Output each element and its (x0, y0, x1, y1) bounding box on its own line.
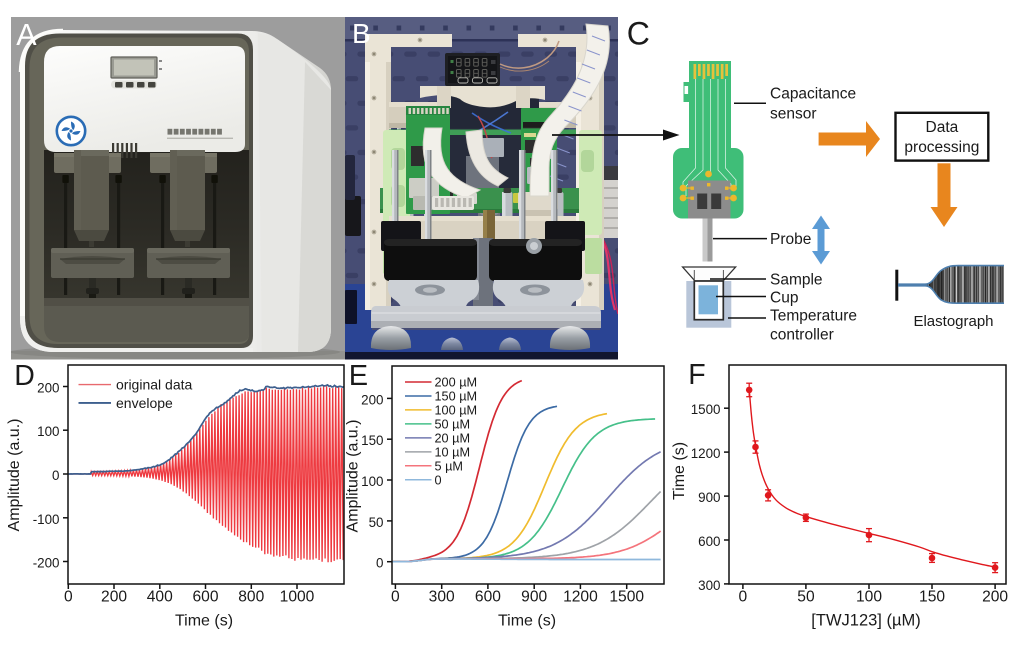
svg-text:400: 400 (147, 589, 173, 606)
svg-text:300: 300 (698, 578, 720, 593)
svg-text:600: 600 (698, 534, 720, 549)
svg-text:50: 50 (797, 589, 815, 606)
svg-text:-200: -200 (33, 556, 60, 571)
svg-text:C: C (627, 16, 650, 52)
svg-text:envelope: envelope (116, 395, 173, 411)
svg-text:1200: 1200 (563, 589, 598, 606)
svg-text:100: 100 (37, 424, 59, 439)
svg-text:F: F (688, 359, 705, 391)
svg-text:200 µM: 200 µM (435, 376, 478, 390)
svg-text:controller: controller (770, 327, 834, 344)
svg-text:1500: 1500 (691, 402, 721, 417)
svg-text:-100: -100 (33, 512, 60, 527)
svg-text:0: 0 (376, 556, 383, 571)
svg-text:Time (s): Time (s) (671, 442, 688, 500)
svg-text:20 µM: 20 µM (435, 431, 471, 445)
svg-text:original data: original data (116, 377, 192, 393)
svg-text:Elastograph: Elastograph (913, 313, 993, 330)
svg-text:E: E (349, 360, 368, 392)
svg-text:Sample: Sample (770, 272, 823, 289)
svg-text:150: 150 (919, 589, 945, 606)
svg-text:processing: processing (904, 139, 979, 156)
svg-text:0: 0 (391, 589, 400, 606)
svg-text:600: 600 (193, 589, 219, 606)
svg-text:200: 200 (37, 380, 59, 395)
svg-text:600: 600 (475, 589, 501, 606)
svg-text:Amplitude (a.u.): Amplitude (a.u.) (345, 420, 362, 533)
svg-text:A: A (16, 18, 37, 52)
svg-text:200: 200 (101, 589, 127, 606)
svg-text:300: 300 (429, 589, 455, 606)
svg-text:0: 0 (435, 473, 442, 487)
svg-text:1500: 1500 (609, 589, 644, 606)
svg-text:D: D (14, 360, 35, 392)
svg-text:900: 900 (698, 490, 720, 505)
svg-text:50 µM: 50 µM (435, 417, 471, 431)
svg-text:Data: Data (926, 119, 959, 136)
svg-text:800: 800 (238, 589, 264, 606)
svg-text:100: 100 (856, 589, 882, 606)
svg-text:100: 100 (361, 474, 383, 489)
svg-text:sensor: sensor (770, 106, 817, 123)
svg-text:Probe: Probe (770, 231, 811, 248)
svg-text:Time (s): Time (s) (175, 613, 233, 630)
svg-text:0: 0 (64, 589, 73, 606)
svg-text:200: 200 (982, 589, 1008, 606)
svg-text:Amplitude (a.u.): Amplitude (a.u.) (6, 419, 23, 532)
svg-text:150: 150 (361, 433, 383, 448)
svg-text:Temperature: Temperature (770, 308, 857, 325)
svg-text:50: 50 (369, 515, 384, 530)
svg-text:0: 0 (52, 468, 59, 483)
svg-text:Capacitance: Capacitance (770, 86, 856, 103)
svg-text:150 µM: 150 µM (435, 389, 478, 403)
svg-text:10 µM: 10 µM (435, 445, 471, 459)
svg-text:200: 200 (361, 392, 383, 407)
svg-text:1000: 1000 (280, 589, 315, 606)
svg-text:5 µM: 5 µM (435, 459, 463, 473)
svg-text:Cup: Cup (770, 290, 798, 307)
svg-text:Time (s): Time (s) (498, 613, 556, 630)
svg-text:[TWJ123] (µM): [TWJ123] (µM) (811, 612, 920, 630)
svg-text:100 µM: 100 µM (435, 403, 478, 417)
svg-text:B: B (352, 18, 371, 49)
svg-text:0: 0 (739, 589, 748, 606)
svg-text:900: 900 (521, 589, 547, 606)
svg-text:1200: 1200 (691, 446, 721, 461)
